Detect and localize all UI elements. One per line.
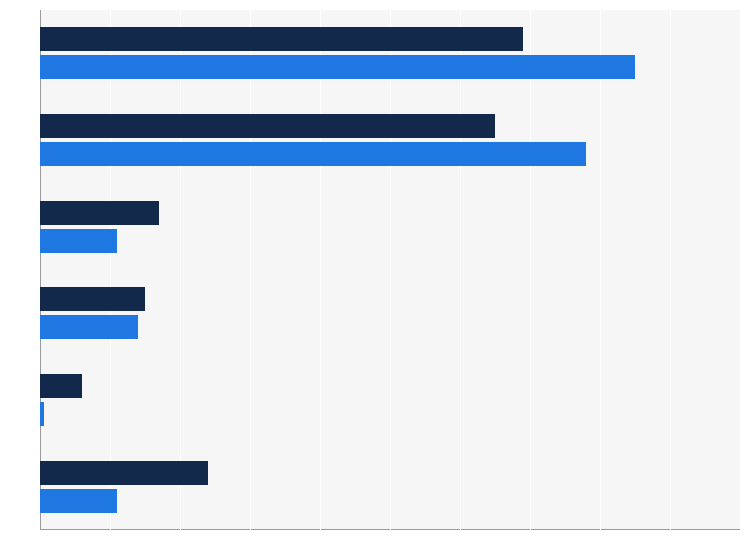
plot-area (40, 10, 740, 530)
bar-group (40, 270, 740, 357)
bar (40, 287, 145, 311)
bar-group (40, 97, 740, 184)
bar-group (40, 443, 740, 530)
bar (40, 27, 523, 51)
bar (40, 402, 44, 426)
bar (40, 142, 586, 166)
bar (40, 229, 117, 253)
bar (40, 489, 117, 513)
bar-group (40, 357, 740, 444)
bar (40, 315, 138, 339)
bar (40, 201, 159, 225)
bar (40, 374, 82, 398)
bar (40, 461, 208, 485)
bar-group (40, 183, 740, 270)
bar (40, 114, 495, 138)
gridline (740, 10, 741, 530)
bar-group (40, 10, 740, 97)
bar (40, 55, 635, 79)
bar-chart (0, 0, 754, 560)
